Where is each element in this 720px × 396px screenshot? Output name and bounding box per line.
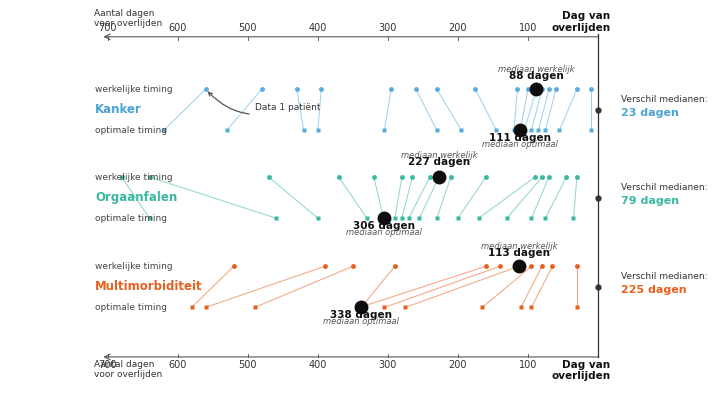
Text: Data 1 patiënt: Data 1 patiënt bbox=[209, 92, 320, 114]
Text: werkelijke timing: werkelijke timing bbox=[95, 173, 173, 181]
Text: 400: 400 bbox=[309, 360, 327, 370]
Text: Orgaanfalen: Orgaanfalen bbox=[95, 191, 177, 204]
Text: 700: 700 bbox=[99, 23, 117, 32]
Text: Aantal dagen
voor overlijden: Aantal dagen voor overlijden bbox=[94, 9, 162, 28]
Text: 306 dagen: 306 dagen bbox=[353, 221, 415, 231]
Text: Multimorbiditeit: Multimorbiditeit bbox=[95, 280, 202, 293]
Text: mediaan optimaal: mediaan optimaal bbox=[482, 140, 558, 149]
Text: 300: 300 bbox=[379, 23, 397, 32]
Text: 79 dagen: 79 dagen bbox=[621, 196, 679, 206]
Text: 338 dagen: 338 dagen bbox=[330, 310, 392, 320]
Text: 700: 700 bbox=[99, 360, 117, 370]
Text: Verschil medianen:: Verschil medianen: bbox=[621, 95, 707, 105]
Text: mediaan werkelijk: mediaan werkelijk bbox=[498, 65, 575, 74]
Text: Aantal dagen
voor overlijden: Aantal dagen voor overlijden bbox=[94, 360, 162, 379]
Text: 23 dagen: 23 dagen bbox=[621, 108, 678, 118]
Text: 100: 100 bbox=[518, 360, 537, 370]
Text: 500: 500 bbox=[238, 360, 257, 370]
Text: 200: 200 bbox=[449, 23, 467, 32]
Text: 225 dagen: 225 dagen bbox=[621, 285, 686, 295]
Text: Verschil medianen:: Verschil medianen: bbox=[621, 272, 707, 282]
Text: optimale timing: optimale timing bbox=[95, 126, 167, 135]
Text: 227 dagen: 227 dagen bbox=[408, 157, 470, 167]
Text: Dag van
overlijden: Dag van overlijden bbox=[552, 360, 611, 381]
Text: 400: 400 bbox=[309, 23, 327, 32]
Text: 500: 500 bbox=[238, 23, 257, 32]
Text: 88 dagen: 88 dagen bbox=[509, 71, 564, 81]
Text: Kanker: Kanker bbox=[95, 103, 142, 116]
Text: mediaan optimaal: mediaan optimaal bbox=[323, 317, 399, 326]
Text: 113 dagen: 113 dagen bbox=[488, 248, 550, 258]
Text: 100: 100 bbox=[518, 23, 537, 32]
Text: 600: 600 bbox=[168, 360, 187, 370]
Text: 300: 300 bbox=[379, 360, 397, 370]
Text: Dag van
overlijden: Dag van overlijden bbox=[552, 11, 611, 32]
Text: 111 dagen: 111 dagen bbox=[489, 133, 552, 143]
Text: werkelijke timing: werkelijke timing bbox=[95, 85, 173, 94]
Text: 600: 600 bbox=[168, 23, 187, 32]
Text: 200: 200 bbox=[449, 360, 467, 370]
Text: werkelijke timing: werkelijke timing bbox=[95, 262, 173, 271]
Text: Verschil medianen:: Verschil medianen: bbox=[621, 183, 707, 192]
Text: mediaan werkelijk: mediaan werkelijk bbox=[480, 242, 557, 251]
Text: optimale timing: optimale timing bbox=[95, 213, 167, 223]
Text: optimale timing: optimale timing bbox=[95, 303, 167, 312]
Text: mediaan werkelijk: mediaan werkelijk bbox=[400, 151, 477, 160]
Text: mediaan optimaal: mediaan optimaal bbox=[346, 228, 422, 237]
